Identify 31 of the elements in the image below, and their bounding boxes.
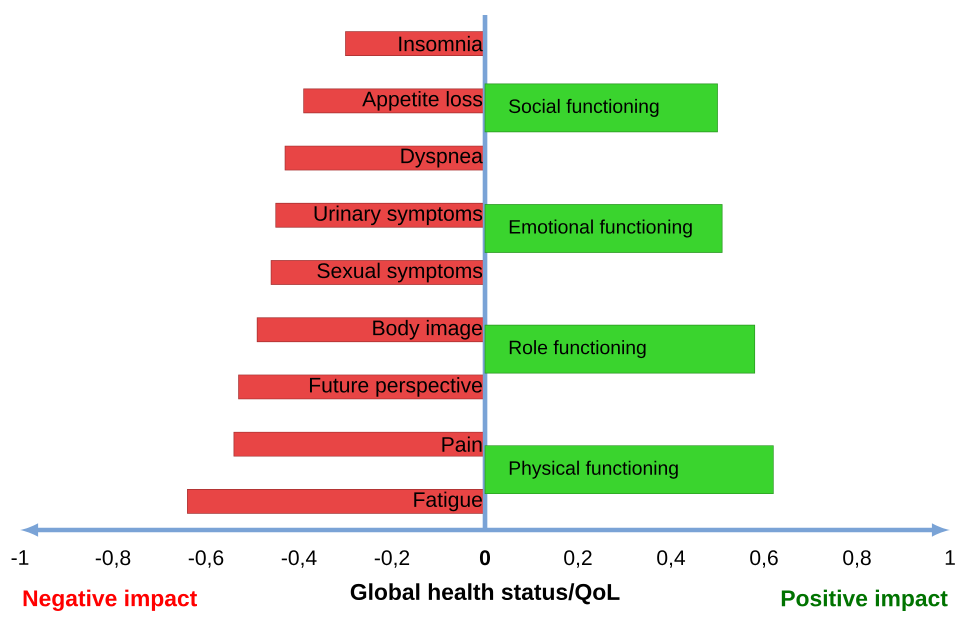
x-axis-title: Global health status/QoL [350,583,620,604]
x-tick-label: 0,4 [657,550,686,568]
y-tick-label: Urinary symptoms [314,205,482,226]
x-tick-label: -0,8 [96,550,130,568]
x-tick-label: 0,8 [843,550,871,568]
bar [484,445,774,494]
x-tick-label: -0,2 [374,550,410,568]
text: Positive impact [782,590,948,611]
y-tick-label: Social functioning [509,98,658,117]
y-tick-label: Emotional functioning [510,219,692,238]
text: Negative impact [24,590,198,612]
y-tick-label: Fatigue [414,492,482,512]
y-tick-label: Physical functioning [510,460,678,479]
x-tick-label: -1 [12,550,28,565]
y-tick-label: Insomnia [399,36,483,52]
y-tick-label: Future perspective [310,377,482,397]
y-tick-label: Sexual symptoms [317,262,482,282]
y-tick-label: Dyspnea [401,148,483,168]
x-tick-label: 0,6 [750,550,778,568]
y-tick-label: Body image [373,320,482,340]
x-tick-label: 0,2 [564,550,592,568]
bar [484,324,756,374]
y-tick-label: Appetite loss [362,91,482,111]
x-tick-label: 0 [480,550,490,566]
bar [484,84,718,132]
x-tick-label: -0,4 [282,550,317,568]
bar [484,204,723,253]
y-tick-label: Pain [442,436,482,452]
x-tick-label: -0,6 [188,550,224,568]
y-tick-label: Role functioning [510,340,646,358]
x-tick-label: 1 [946,550,955,565]
